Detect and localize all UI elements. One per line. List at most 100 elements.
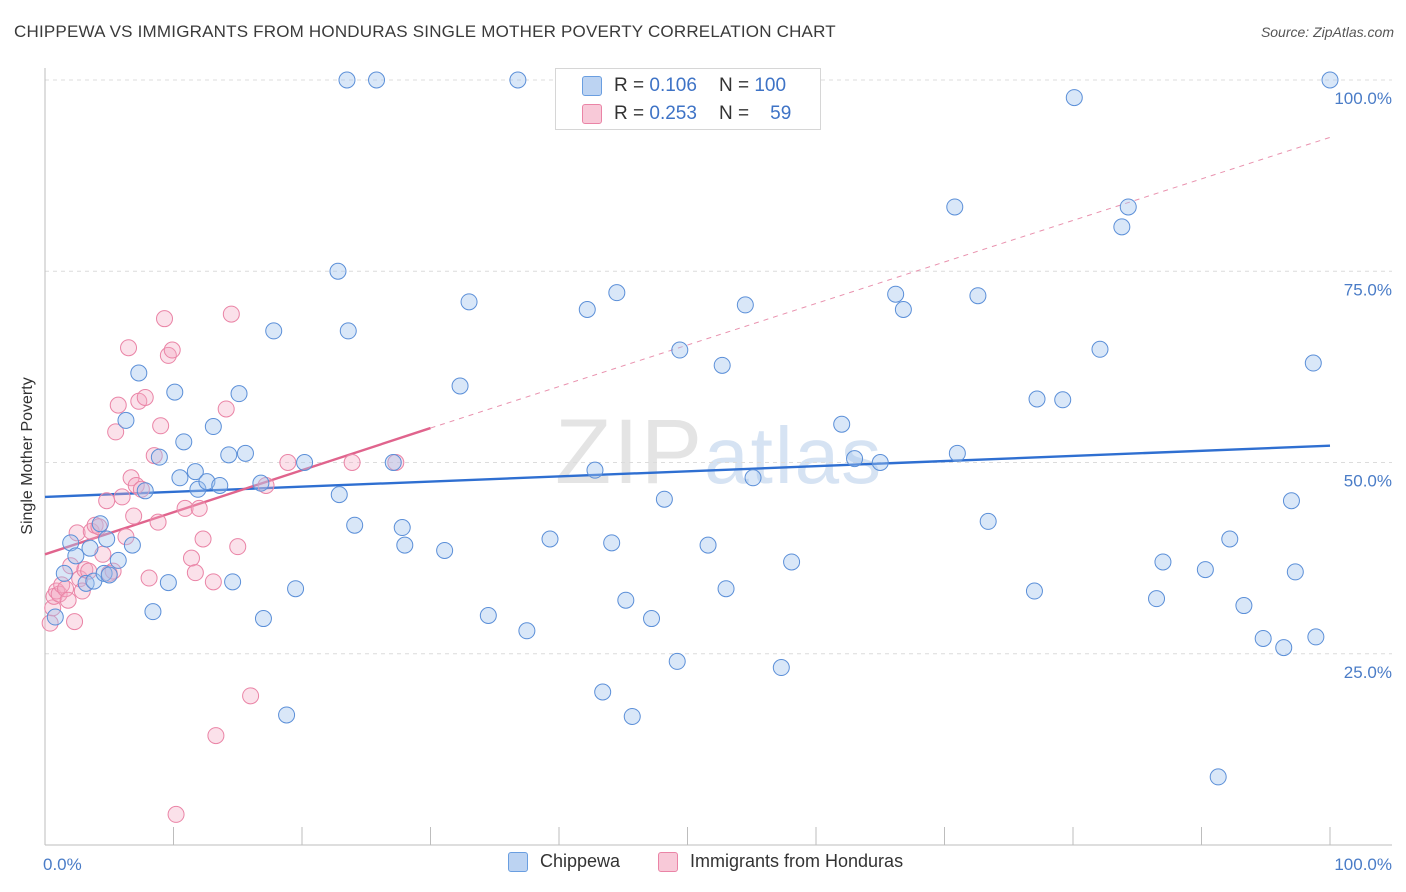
chippewa-point xyxy=(330,486,348,504)
x-tick-label-min: 0.0% xyxy=(43,855,82,874)
chippewa-point xyxy=(1113,218,1131,236)
chippewa-point xyxy=(296,454,314,471)
series-chippewa xyxy=(46,71,1339,786)
chippewa-r-value: 0.106 xyxy=(649,75,697,96)
chippewa-point xyxy=(236,444,254,462)
chippewa-point xyxy=(586,461,604,479)
chippewa-point xyxy=(594,683,612,701)
chippewa-n-label: N = xyxy=(718,75,750,96)
chippewa-point xyxy=(1321,71,1339,89)
chippewa-point xyxy=(150,448,168,466)
chippewa-point xyxy=(979,512,997,530)
chart-title: CHIPPEWA VS IMMIGRANTS FROM HONDURAS SIN… xyxy=(14,22,836,41)
honduras-point xyxy=(229,538,247,556)
chippewa-point xyxy=(783,553,801,571)
chippewa-point xyxy=(396,536,414,554)
chippewa-point xyxy=(1154,553,1172,571)
watermark-zip: ZIP xyxy=(555,401,705,503)
honduras-r-label: R = xyxy=(614,103,645,124)
chippewa-point xyxy=(717,580,735,598)
chippewa-point xyxy=(287,580,305,598)
honduras-point xyxy=(190,499,208,517)
y-tick-label: 100.0% xyxy=(1334,89,1392,108)
honduras-point xyxy=(343,454,361,471)
chippewa-point xyxy=(1254,629,1272,647)
chippewa-point xyxy=(109,551,127,569)
honduras-point xyxy=(156,310,174,328)
series-honduras xyxy=(41,305,405,823)
honduras-point xyxy=(140,569,158,587)
watermark-atlas: atlas xyxy=(704,411,884,500)
chippewa-point xyxy=(1148,590,1166,608)
chippewa-point xyxy=(946,198,964,216)
chippewa-point xyxy=(655,490,673,508)
honduras-point xyxy=(66,613,84,631)
honduras-swatch xyxy=(582,104,602,124)
chippewa-point xyxy=(159,574,177,592)
chippewa-point xyxy=(91,515,109,533)
chippewa-point xyxy=(220,446,238,464)
chippewa-point xyxy=(338,71,356,89)
chippewa-point xyxy=(603,534,621,552)
chippewa-point xyxy=(368,71,386,89)
chippewa-point xyxy=(100,566,118,584)
chippewa-point xyxy=(329,262,347,280)
chippewa-point xyxy=(46,608,64,626)
chippewa-n-value: 100 xyxy=(754,75,787,96)
chippewa-point xyxy=(671,341,689,359)
trend-line-honduras-extension xyxy=(430,136,1331,429)
honduras-point xyxy=(167,805,185,823)
legend: Chippewa Immigrants from Honduras xyxy=(0,851,1406,879)
chippewa-point xyxy=(1235,597,1253,615)
honduras-point xyxy=(222,305,240,323)
chippewa-point xyxy=(668,652,686,670)
chippewa-point xyxy=(736,296,754,314)
watermark: ZIPatlas xyxy=(555,400,883,505)
chippewa-point xyxy=(198,473,216,491)
chippewa-point xyxy=(479,607,497,624)
honduras-point xyxy=(125,507,143,525)
honduras-n-value: 59 xyxy=(770,103,792,124)
chippewa-point xyxy=(617,591,635,609)
honduras-point xyxy=(149,513,167,531)
chippewa-point xyxy=(136,482,154,500)
stats-legend: R = 0.106 N = 100 R = 0.253 N = 59 xyxy=(555,68,821,130)
chippewa-point xyxy=(509,71,527,89)
honduras-point xyxy=(279,454,297,471)
honduras-point xyxy=(242,687,260,705)
y-tick-label: 25.0% xyxy=(1344,663,1392,682)
chippewa-point xyxy=(541,530,559,548)
honduras-point xyxy=(107,423,125,441)
legend-item-chippewa[interactable]: Chippewa xyxy=(508,851,620,872)
chippewa-point xyxy=(98,530,116,548)
chippewa-point xyxy=(55,564,73,582)
trend-lines xyxy=(44,136,1331,556)
chippewa-point xyxy=(969,287,987,305)
legend-swatch-honduras xyxy=(658,851,678,872)
legend-swatch-chippewa xyxy=(508,851,528,872)
honduras-point xyxy=(152,417,170,435)
chippewa-point xyxy=(887,285,905,303)
chippewa-point xyxy=(871,454,889,471)
y-tick-label: 75.0% xyxy=(1344,280,1392,299)
chippewa-point xyxy=(117,411,135,429)
chippewa-point xyxy=(578,301,596,318)
honduras-n-label: N = xyxy=(718,103,750,124)
honduras-point xyxy=(73,582,91,600)
chippewa-point xyxy=(1065,89,1083,107)
chippewa-r-label: R = xyxy=(614,75,645,96)
chippewa-point xyxy=(254,610,272,628)
honduras-point xyxy=(117,528,135,546)
honduras-point xyxy=(163,341,181,359)
chippewa-point xyxy=(451,377,469,395)
legend-item-honduras[interactable]: Immigrants from Honduras xyxy=(658,851,903,872)
chippewa-swatch xyxy=(582,76,602,96)
chippewa-point xyxy=(1286,563,1304,581)
chippewa-point xyxy=(230,385,248,403)
legend-label-honduras: Immigrants from Honduras xyxy=(690,851,904,871)
honduras-point xyxy=(113,488,131,506)
trend-line-honduras xyxy=(44,426,431,556)
chippewa-point xyxy=(1209,768,1227,786)
chippewa-point xyxy=(772,659,790,677)
